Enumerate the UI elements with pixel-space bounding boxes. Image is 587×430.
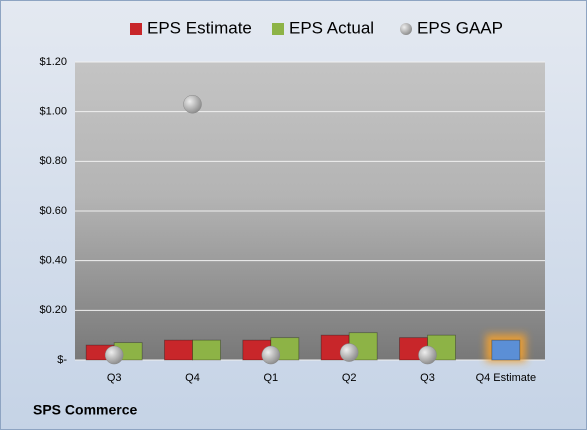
x-tick-label: Q2 [342, 372, 357, 384]
y-tick-label: $0.80 [39, 155, 67, 167]
y-tick-label: $0.60 [39, 205, 67, 217]
y-tick-label: $1.00 [39, 106, 67, 118]
x-tick-label: Q4 Estimate [476, 372, 537, 384]
gaap-marker [418, 345, 437, 365]
y-tick-label: $0.40 [39, 255, 67, 267]
legend-label: EPS Estimate [147, 18, 252, 37]
x-tick-label: Q3 [107, 372, 122, 384]
legend-label: EPS Actual [289, 18, 374, 37]
y-tick-label: $1.20 [39, 56, 67, 68]
y-tick-label: $- [57, 354, 67, 366]
chart-title: SPS Commerce [33, 402, 137, 418]
bar [491, 339, 521, 361]
y-tick-label: $0.20 [39, 304, 67, 316]
gaap-marker [261, 345, 281, 365]
legend-marker [272, 23, 284, 35]
x-tick-label: Q1 [263, 372, 278, 384]
legend-marker [400, 23, 412, 35]
gaap-marker [104, 345, 124, 365]
bar [164, 339, 193, 361]
gaap-marker [339, 343, 359, 362]
gaap-marker [183, 94, 202, 114]
legend-marker [130, 23, 142, 35]
bar [192, 339, 221, 361]
x-tick-label: Q3 [420, 372, 435, 384]
legend-label: EPS GAAP [417, 18, 503, 37]
x-tick-label: Q4 [185, 372, 200, 384]
